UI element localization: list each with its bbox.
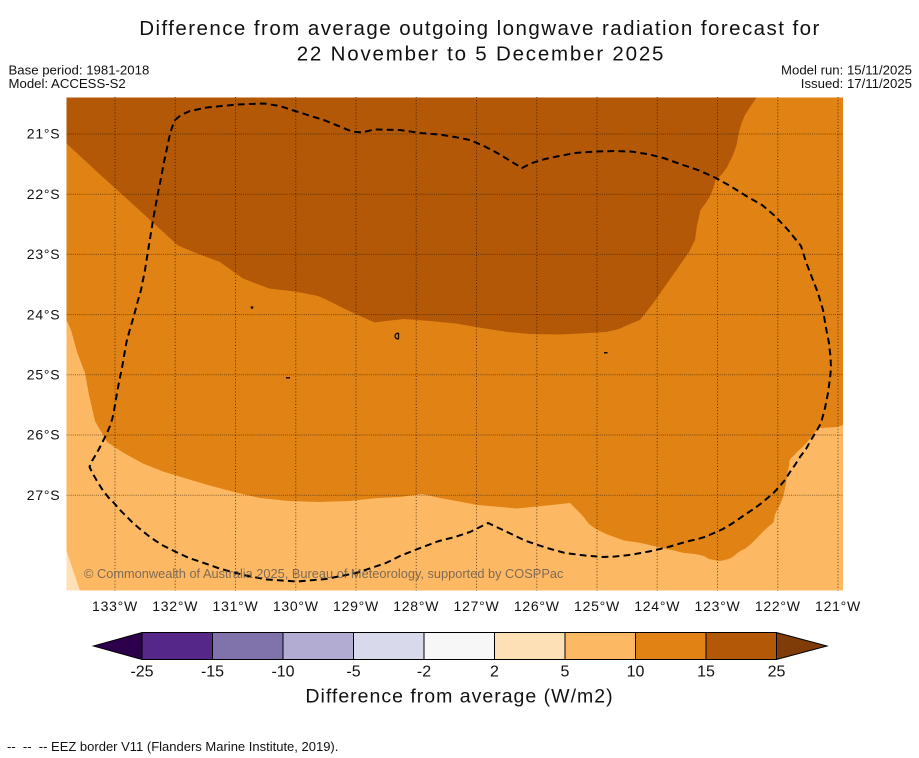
svg-text:10: 10 [627, 664, 645, 681]
svg-text:131°W: 131°W [213, 598, 259, 614]
svg-text:25: 25 [768, 664, 786, 681]
svg-text:127°W: 127°W [454, 598, 500, 614]
svg-text:Difference from average (W/m2): Difference from average (W/m2) [305, 686, 613, 708]
svg-text:Model run: 15/11/2025: Model run: 15/11/2025 [781, 63, 912, 78]
svg-text:23°S: 23°S [27, 246, 61, 262]
svg-text:-- -- -- EEZ border V11 (Fla: -- -- -- EEZ border V11 (Flanders Marine… [7, 739, 338, 754]
svg-text:-15: -15 [201, 664, 224, 681]
svg-text:130°W: 130°W [273, 598, 319, 614]
svg-text:-2: -2 [417, 664, 431, 681]
svg-text:22°S: 22°S [27, 186, 61, 202]
svg-text:Difference from average outgoi: Difference from average outgoing longwav… [139, 17, 821, 40]
svg-text:123°W: 123°W [695, 598, 741, 614]
svg-text:2: 2 [490, 664, 499, 681]
svg-text:129°W: 129°W [333, 598, 379, 614]
svg-text:121°W: 121°W [815, 598, 861, 614]
svg-text:-5: -5 [346, 664, 360, 681]
svg-text:Model: ACCESS-S2: Model: ACCESS-S2 [9, 76, 126, 91]
svg-text:133°W: 133°W [92, 598, 138, 614]
svg-text:126°W: 126°W [514, 598, 560, 614]
svg-text:5: 5 [561, 664, 570, 681]
svg-text:-10: -10 [271, 664, 294, 681]
svg-text:26°S: 26°S [27, 427, 61, 443]
svg-text:128°W: 128°W [393, 598, 439, 614]
svg-text:124°W: 124°W [634, 598, 680, 614]
svg-text:Base period: 1981-2018: Base period: 1981-2018 [9, 63, 150, 78]
svg-text:Issued: 17/11/2025: Issued: 17/11/2025 [801, 76, 912, 91]
svg-text:21°S: 21°S [27, 126, 61, 142]
svg-text:© Commonwealth of Australia 20: © Commonwealth of Australia 2025, Bureau… [84, 566, 564, 581]
svg-text:15: 15 [697, 664, 715, 681]
svg-text:25°S: 25°S [27, 367, 61, 383]
svg-text:122°W: 122°W [755, 598, 801, 614]
svg-text:22 November to 5 December 2025: 22 November to 5 December 2025 [297, 43, 666, 66]
svg-text:125°W: 125°W [574, 598, 620, 614]
svg-text:27°S: 27°S [27, 487, 61, 503]
svg-text:-25: -25 [130, 664, 153, 681]
svg-text:132°W: 132°W [152, 598, 198, 614]
svg-text:24°S: 24°S [27, 306, 61, 322]
